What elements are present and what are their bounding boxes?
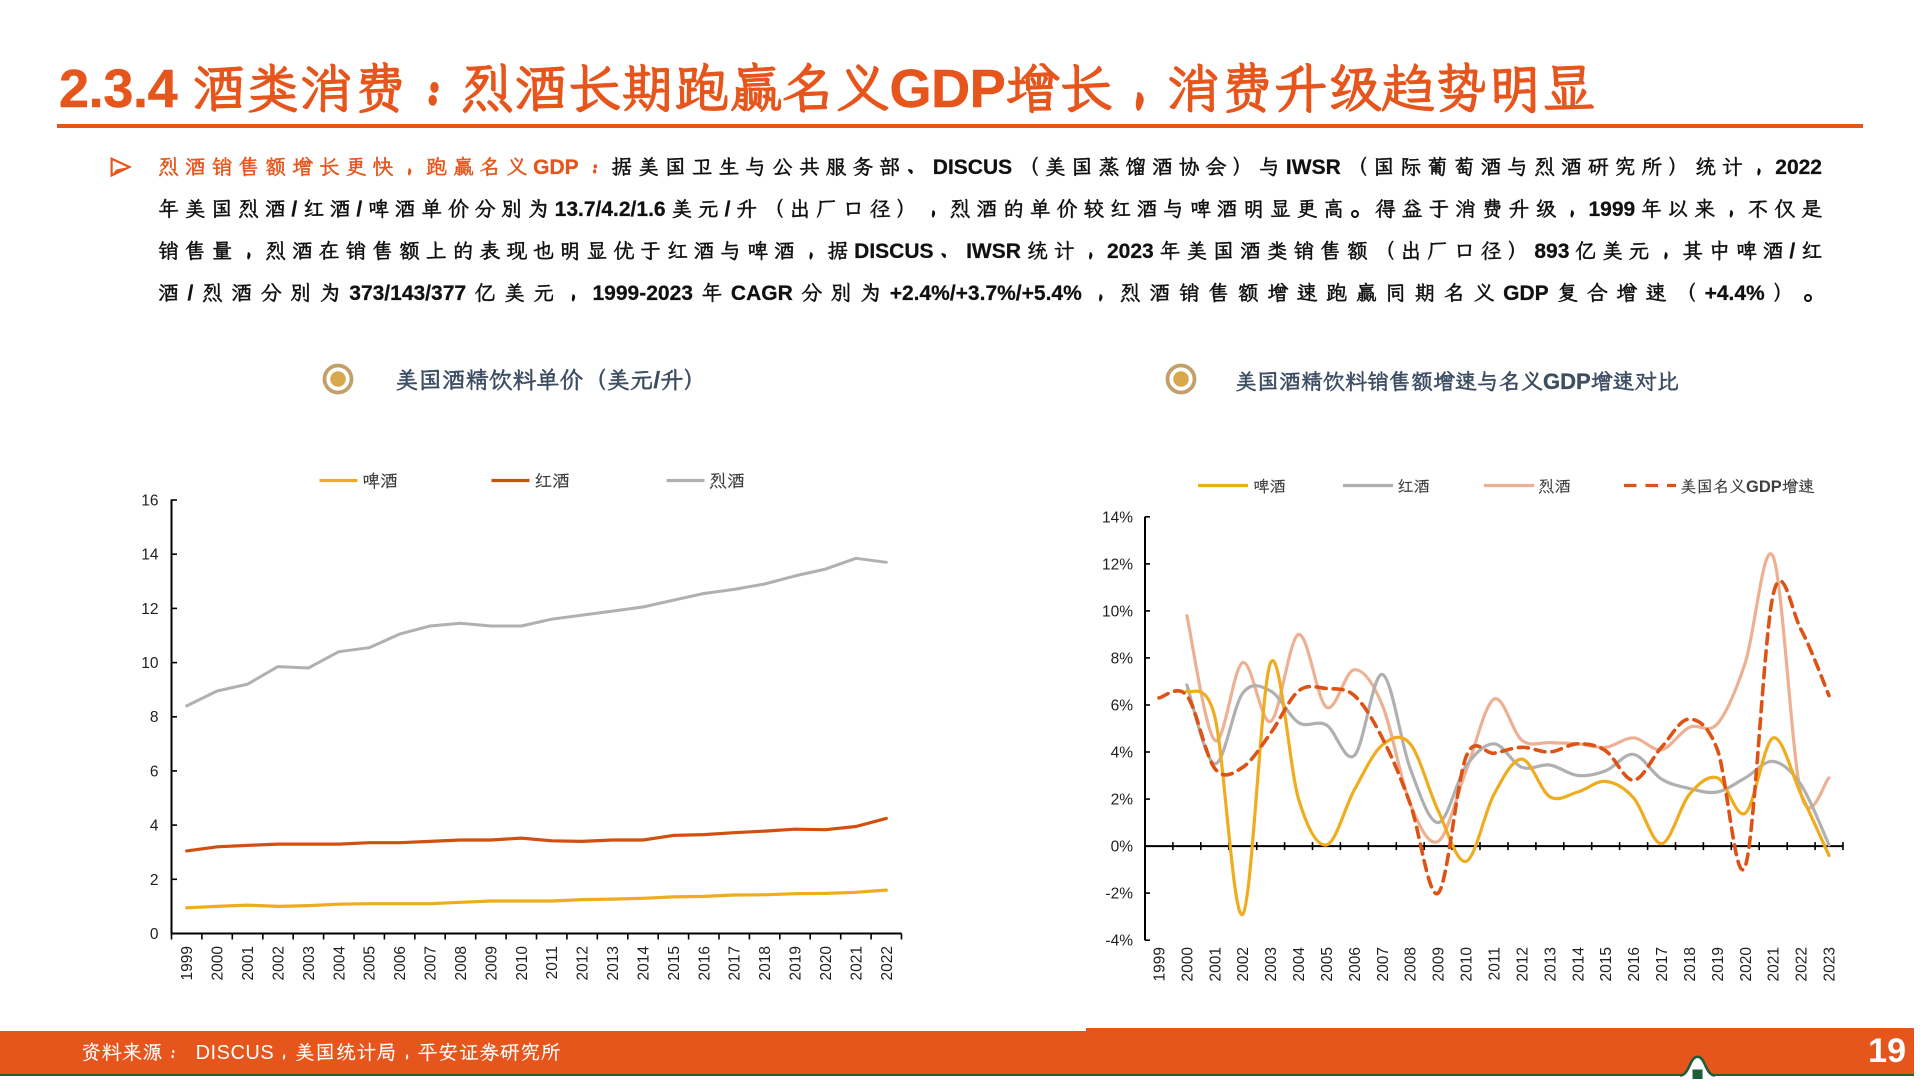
svg-text:2006: 2006: [392, 946, 409, 980]
svg-text:2020: 2020: [1738, 947, 1755, 982]
svg-text:2013: 2013: [605, 946, 622, 980]
svg-text:2000: 2000: [210, 946, 227, 981]
svg-text:0: 0: [150, 926, 159, 943]
svg-text:10%: 10%: [1102, 603, 1133, 620]
svg-text:1999: 1999: [179, 946, 196, 980]
svg-text:2011: 2011: [1487, 947, 1504, 980]
svg-text:10: 10: [141, 655, 159, 672]
svg-text:2003: 2003: [1263, 947, 1280, 981]
svg-text:2021: 2021: [1766, 947, 1783, 981]
svg-text:6%: 6%: [1111, 698, 1134, 715]
svg-text:2016: 2016: [696, 946, 713, 980]
svg-text:2002: 2002: [1235, 947, 1252, 981]
svg-text:6: 6: [150, 763, 159, 780]
svg-text:16: 16: [141, 493, 158, 510]
svg-text:2018: 2018: [757, 946, 774, 980]
svg-text:美国名义GDP增速: 美国名义GDP增速: [1680, 478, 1815, 496]
svg-text:4: 4: [150, 818, 159, 835]
svg-text:2023: 2023: [1822, 947, 1839, 981]
svg-text:2008: 2008: [453, 946, 470, 980]
svg-text:2010: 2010: [514, 946, 531, 981]
svg-text:2006: 2006: [1347, 947, 1364, 981]
svg-text:2012: 2012: [1514, 947, 1531, 981]
svg-text:2014: 2014: [1570, 947, 1587, 982]
svg-text:2019: 2019: [1710, 947, 1727, 981]
svg-text:2007: 2007: [1375, 947, 1392, 981]
svg-text:2015: 2015: [1598, 947, 1615, 981]
svg-text:红酒: 红酒: [1397, 478, 1430, 496]
svg-text:2001: 2001: [1207, 947, 1224, 981]
svg-text:2001: 2001: [240, 946, 257, 980]
svg-text:2021: 2021: [848, 946, 865, 980]
svg-text:8%: 8%: [1111, 650, 1134, 667]
svg-text:2004: 2004: [331, 946, 348, 981]
svg-text:啤酒: 啤酒: [1253, 478, 1286, 496]
svg-text:0%: 0%: [1111, 839, 1134, 856]
svg-text:红酒: 红酒: [534, 471, 570, 491]
svg-text:2015: 2015: [666, 946, 683, 980]
svg-text:1999: 1999: [1152, 947, 1169, 981]
svg-text:12%: 12%: [1102, 556, 1133, 573]
svg-text:2022: 2022: [879, 946, 896, 980]
svg-text:2016: 2016: [1626, 947, 1643, 981]
svg-text:2018: 2018: [1682, 947, 1699, 981]
svg-text:2005: 2005: [362, 946, 379, 980]
svg-text:8: 8: [150, 709, 159, 726]
svg-text:2003: 2003: [301, 946, 318, 980]
svg-text:啤酒: 啤酒: [362, 471, 398, 491]
svg-text:2013: 2013: [1542, 947, 1559, 981]
svg-text:2022: 2022: [1794, 947, 1811, 981]
svg-text:2010: 2010: [1459, 947, 1476, 982]
svg-text:2000: 2000: [1179, 947, 1196, 982]
svg-text:2011: 2011: [544, 946, 561, 979]
svg-text:烈酒: 烈酒: [709, 471, 745, 491]
svg-text:2017: 2017: [727, 946, 744, 980]
svg-text:2007: 2007: [423, 946, 440, 980]
svg-text:14%: 14%: [1102, 509, 1133, 526]
svg-text:-2%: -2%: [1105, 886, 1133, 903]
svg-text:12: 12: [141, 601, 158, 618]
svg-text:2002: 2002: [271, 946, 288, 980]
svg-text:2004: 2004: [1291, 947, 1308, 982]
svg-text:2020: 2020: [818, 946, 835, 981]
svg-text:2008: 2008: [1403, 947, 1420, 981]
svg-text:2017: 2017: [1654, 947, 1671, 981]
svg-text:2009: 2009: [483, 946, 500, 980]
svg-text:14: 14: [141, 547, 159, 564]
svg-text:2009: 2009: [1431, 947, 1448, 981]
svg-text:2005: 2005: [1319, 947, 1336, 981]
svg-text:4%: 4%: [1111, 745, 1134, 762]
svg-text:2012: 2012: [575, 946, 592, 980]
svg-text:2: 2: [150, 872, 159, 889]
svg-text:2019: 2019: [788, 946, 805, 980]
svg-text:-4%: -4%: [1105, 933, 1133, 950]
svg-text:2%: 2%: [1111, 792, 1134, 809]
svg-text:烈酒: 烈酒: [1538, 478, 1571, 496]
svg-text:2014: 2014: [636, 946, 653, 981]
